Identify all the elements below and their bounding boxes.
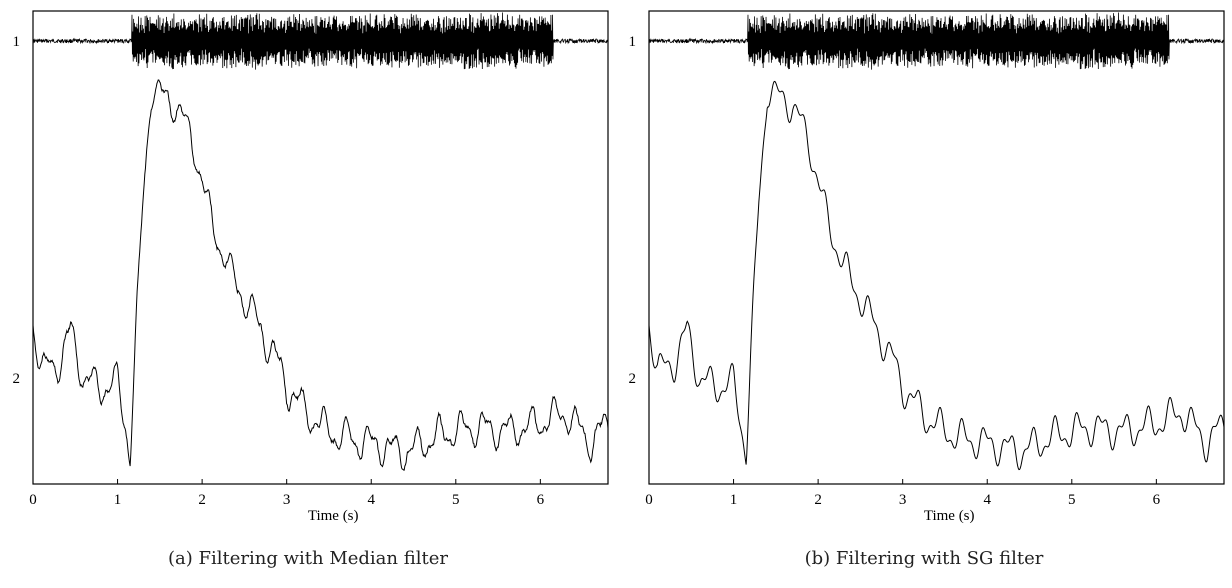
trace-label-1: 1 <box>13 34 21 50</box>
x-tick-label: 0 <box>645 492 653 508</box>
trace-label-2: 2 <box>629 371 637 387</box>
filtered-trace-2 <box>648 80 1225 471</box>
emg-trace <box>32 12 609 70</box>
x-axis-label: Time (s) <box>308 508 359 524</box>
x-tick-label: 6 <box>537 492 545 508</box>
chart-b-svg: 0 1 2 3 4 5 6 Time (s) 1 2 <box>629 10 1225 524</box>
x-tick-label: 4 <box>367 492 375 508</box>
caption-b: (b) Filtering with SG filter <box>804 548 1044 569</box>
caption-a: (a) Filtering with Median filter <box>168 548 448 569</box>
chart-a-svg: 0 1 2 3 4 5 6 Time (s) 1 2 <box>13 10 609 524</box>
x-tick-label: 2 <box>814 492 822 508</box>
filtered-trace-2 <box>32 79 609 471</box>
plot-frame <box>648 10 1225 485</box>
x-tick-label: 4 <box>983 492 991 508</box>
trace-label-1: 1 <box>629 34 637 50</box>
chart-panel-a: 0 1 2 3 4 5 6 Time (s) 1 2 (a) Filtering with Med… <box>13 10 609 569</box>
emg-trace <box>648 12 1225 70</box>
x-tick-label: 5 <box>1068 492 1076 508</box>
x-tick-label: 3 <box>899 492 907 508</box>
x-tick-label: 0 <box>29 492 37 508</box>
x-tick-label: 1 <box>114 492 122 508</box>
trace-label-2: 2 <box>13 371 21 387</box>
x-tick-label: 1 <box>730 492 738 508</box>
x-tick-label: 5 <box>452 492 460 508</box>
plot-frame <box>32 10 609 485</box>
x-tick-label: 2 <box>198 492 206 508</box>
x-tick-label: 3 <box>283 492 291 508</box>
x-tick-label: 6 <box>1153 492 1161 508</box>
x-axis-label: Time (s) <box>924 508 975 524</box>
chart-panel-b: 0 1 2 3 4 5 6 Time (s) 1 2 (b) Filtering with SG … <box>616 0 1232 588</box>
